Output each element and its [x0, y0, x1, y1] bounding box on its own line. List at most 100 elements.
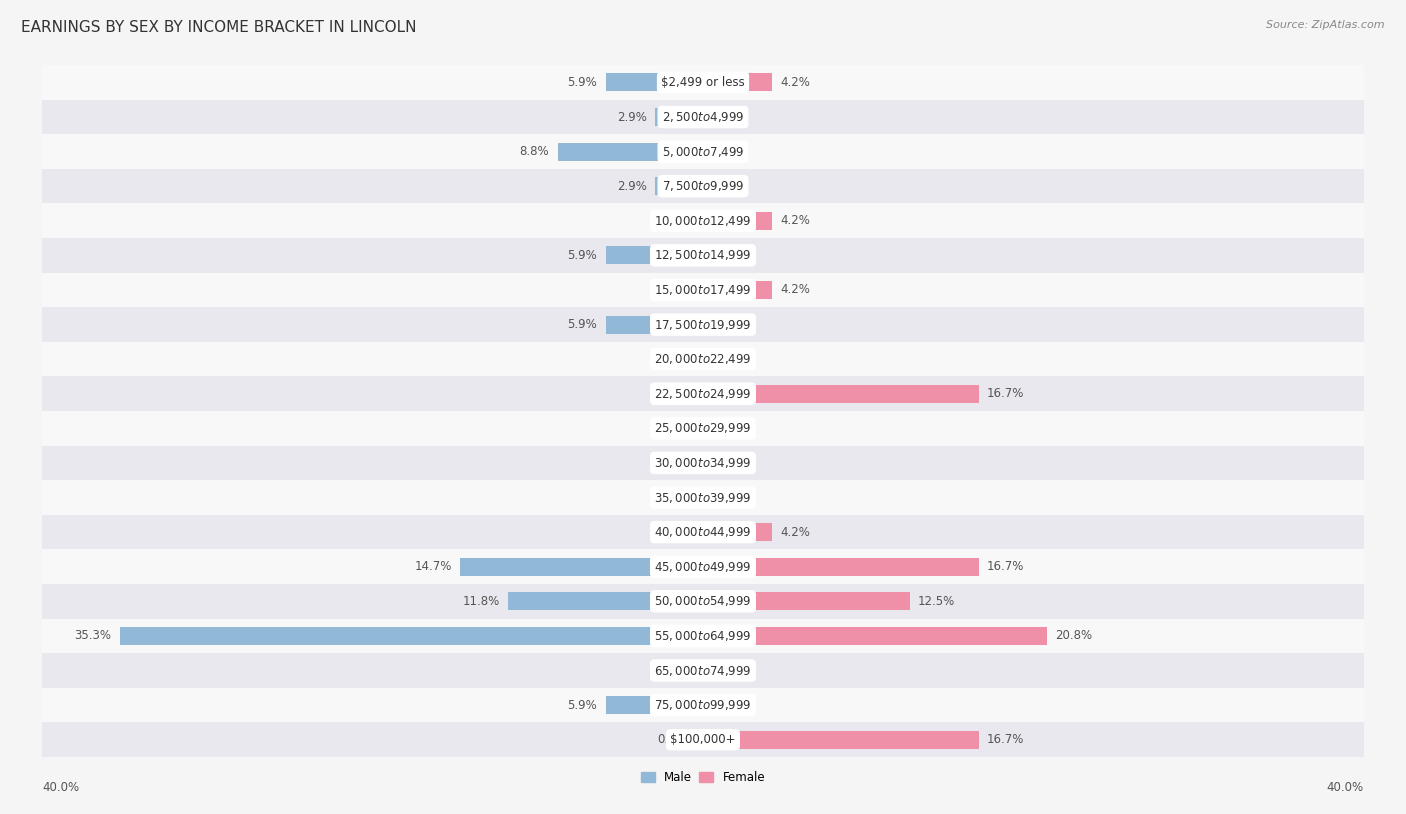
Bar [655, 108, 703, 126]
Bar [703, 419, 711, 437]
Text: 0.0%: 0.0% [720, 180, 749, 193]
Text: $40,000 to $44,999: $40,000 to $44,999 [654, 525, 752, 539]
Bar [42, 549, 1364, 584]
Text: $17,500 to $19,999: $17,500 to $19,999 [654, 317, 752, 331]
Bar [42, 688, 1364, 723]
Text: 0.0%: 0.0% [720, 698, 749, 711]
Text: 40.0%: 40.0% [1327, 781, 1364, 794]
Bar [42, 273, 1364, 307]
Bar [703, 350, 711, 368]
Bar [42, 480, 1364, 514]
Bar [695, 350, 703, 368]
Bar [695, 523, 703, 541]
Text: $35,000 to $39,999: $35,000 to $39,999 [654, 491, 752, 505]
Bar [460, 558, 703, 575]
Text: 2.9%: 2.9% [617, 180, 647, 193]
Bar [703, 177, 711, 195]
Text: 0.0%: 0.0% [720, 422, 749, 435]
Bar [703, 281, 772, 299]
Text: $22,500 to $24,999: $22,500 to $24,999 [654, 387, 752, 400]
Text: 20.8%: 20.8% [1054, 629, 1092, 642]
Bar [42, 376, 1364, 411]
Bar [42, 307, 1364, 342]
Bar [695, 419, 703, 437]
Bar [606, 73, 703, 91]
Text: 16.7%: 16.7% [987, 733, 1025, 746]
Text: 0.0%: 0.0% [720, 249, 749, 262]
Bar [695, 488, 703, 506]
Bar [558, 142, 703, 160]
Bar [695, 212, 703, 230]
Text: $10,000 to $12,499: $10,000 to $12,499 [654, 214, 752, 228]
Text: 0.0%: 0.0% [657, 214, 686, 227]
Text: 5.9%: 5.9% [568, 698, 598, 711]
Text: $2,500 to $4,999: $2,500 to $4,999 [662, 110, 744, 124]
Text: 14.7%: 14.7% [415, 560, 451, 573]
Text: $55,000 to $64,999: $55,000 to $64,999 [654, 629, 752, 643]
Text: $100,000+: $100,000+ [671, 733, 735, 746]
Text: 0.0%: 0.0% [657, 283, 686, 296]
Bar [695, 385, 703, 403]
Bar [703, 247, 711, 265]
Bar [42, 514, 1364, 549]
Text: 0.0%: 0.0% [657, 733, 686, 746]
Bar [703, 627, 1046, 645]
Text: $15,000 to $17,499: $15,000 to $17,499 [654, 283, 752, 297]
Bar [703, 142, 711, 160]
Text: $20,000 to $22,499: $20,000 to $22,499 [654, 352, 752, 366]
Text: 0.0%: 0.0% [657, 526, 686, 539]
Bar [703, 488, 711, 506]
Text: 0.0%: 0.0% [720, 457, 749, 470]
Text: $75,000 to $99,999: $75,000 to $99,999 [654, 698, 752, 712]
Text: 0.0%: 0.0% [720, 664, 749, 677]
Bar [703, 385, 979, 403]
Bar [42, 619, 1364, 653]
Text: 16.7%: 16.7% [987, 387, 1025, 400]
Bar [508, 593, 703, 610]
Bar [42, 653, 1364, 688]
Bar [703, 731, 979, 749]
Text: 0.0%: 0.0% [720, 145, 749, 158]
Text: $25,000 to $29,999: $25,000 to $29,999 [654, 422, 752, 435]
Text: Source: ZipAtlas.com: Source: ZipAtlas.com [1267, 20, 1385, 30]
Bar [42, 65, 1364, 99]
Text: 4.2%: 4.2% [780, 214, 810, 227]
Bar [655, 177, 703, 195]
Bar [606, 316, 703, 334]
Text: 8.8%: 8.8% [520, 145, 550, 158]
Bar [606, 696, 703, 714]
Bar [695, 731, 703, 749]
Bar [42, 134, 1364, 168]
Text: 5.9%: 5.9% [568, 318, 598, 331]
Text: 2.9%: 2.9% [617, 111, 647, 124]
Bar [695, 281, 703, 299]
Text: $30,000 to $34,999: $30,000 to $34,999 [654, 456, 752, 470]
Bar [42, 168, 1364, 204]
Bar [703, 108, 711, 126]
Bar [703, 212, 772, 230]
Bar [695, 662, 703, 680]
Text: 0.0%: 0.0% [720, 491, 749, 504]
Text: EARNINGS BY SEX BY INCOME BRACKET IN LINCOLN: EARNINGS BY SEX BY INCOME BRACKET IN LIN… [21, 20, 416, 35]
Text: $7,500 to $9,999: $7,500 to $9,999 [662, 179, 744, 193]
Bar [703, 73, 772, 91]
Bar [703, 662, 711, 680]
Bar [703, 696, 711, 714]
Text: 0.0%: 0.0% [720, 318, 749, 331]
Text: 0.0%: 0.0% [657, 422, 686, 435]
Text: 0.0%: 0.0% [657, 352, 686, 365]
Text: 0.0%: 0.0% [720, 111, 749, 124]
Text: 35.3%: 35.3% [75, 629, 111, 642]
Text: 5.9%: 5.9% [568, 249, 598, 262]
Text: 4.2%: 4.2% [780, 76, 810, 89]
Bar [42, 99, 1364, 134]
Text: $12,500 to $14,999: $12,500 to $14,999 [654, 248, 752, 262]
Text: 0.0%: 0.0% [657, 491, 686, 504]
Text: 11.8%: 11.8% [463, 595, 499, 608]
Bar [42, 723, 1364, 757]
Bar [606, 247, 703, 265]
Text: 40.0%: 40.0% [42, 781, 79, 794]
Bar [42, 445, 1364, 480]
Legend: Male, Female: Male, Female [636, 767, 770, 789]
Text: 4.2%: 4.2% [780, 526, 810, 539]
